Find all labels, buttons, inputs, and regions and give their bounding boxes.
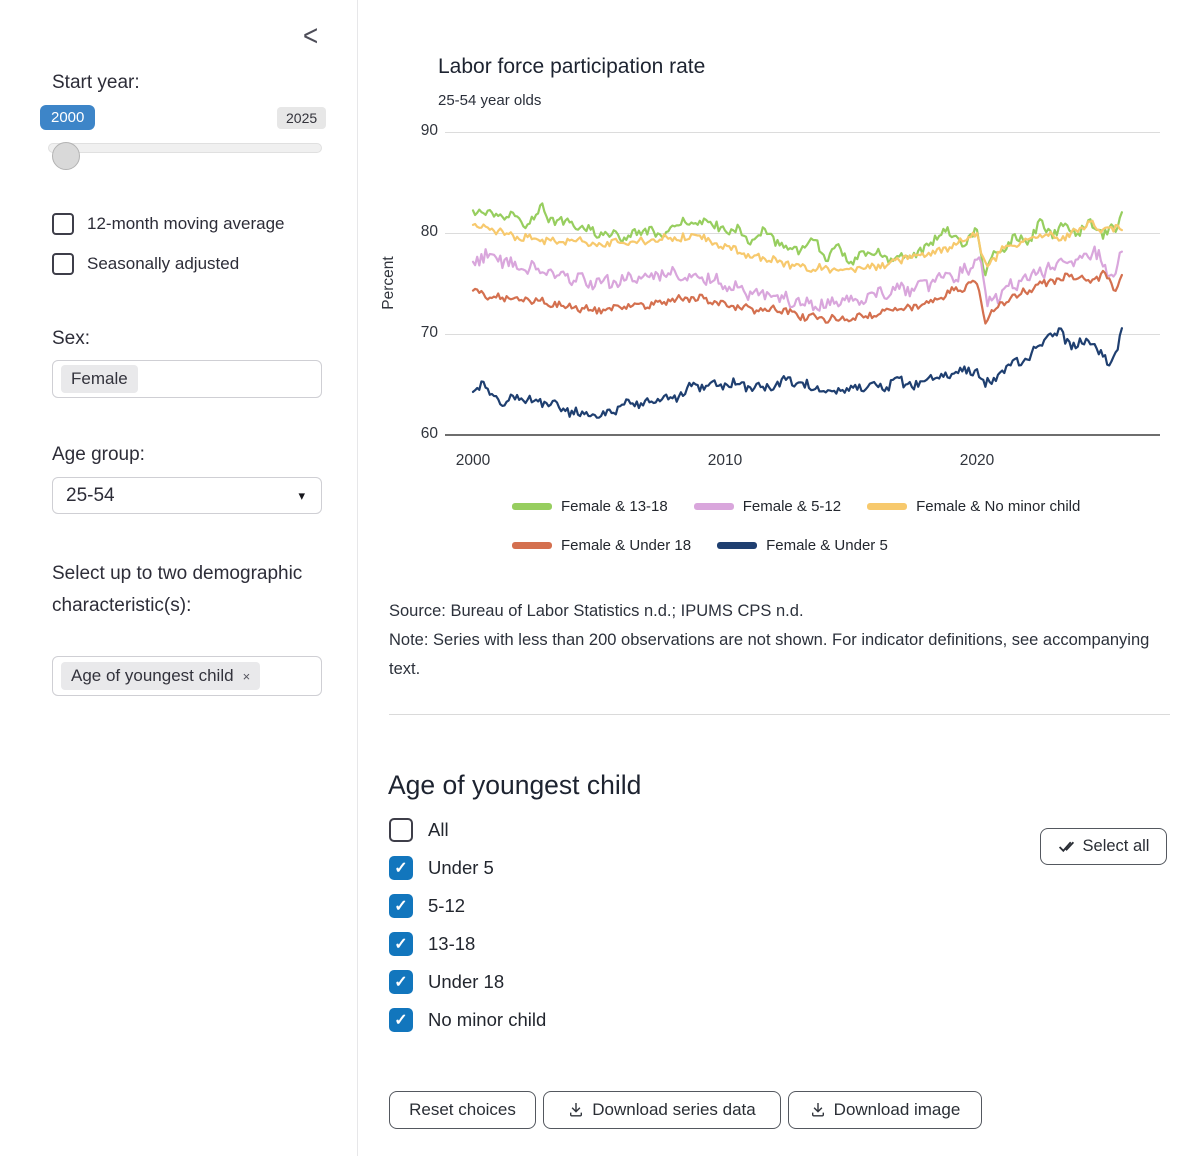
- legend-swatch-under-5: [717, 542, 758, 549]
- demographics-selected-tag: Age of youngest child ×: [61, 662, 261, 690]
- gridline-90: [445, 132, 1160, 133]
- moving-average-checkbox[interactable]: [52, 213, 74, 235]
- series-line-3: [471, 269, 1124, 325]
- download-icon: [811, 1103, 824, 1117]
- ytick-70: 70: [420, 324, 438, 341]
- demographics-label: Select up to two demographic characteris…: [52, 563, 303, 616]
- chart-note: Note: Series with less than 200 observat…: [389, 631, 1150, 678]
- ytick-90: 90: [420, 122, 438, 139]
- download-series-data-button[interactable]: Download series data: [543, 1091, 781, 1129]
- option-checkbox-no-minor-child[interactable]: ✓: [389, 1008, 413, 1032]
- option-checkbox-5-12[interactable]: ✓: [389, 894, 413, 918]
- remove-tag-icon[interactable]: ×: [242, 668, 251, 684]
- legend-swatch-no-minor-child: [867, 503, 908, 510]
- option-label: 5-12: [428, 895, 466, 916]
- demographics-tag-text: Age of youngest child: [71, 666, 234, 685]
- option-label: No minor child: [428, 1009, 547, 1030]
- slider-min-badge: 2000: [40, 105, 96, 130]
- sidebar-divider: [357, 0, 358, 1156]
- sex-label: Sex:: [52, 328, 91, 349]
- gridline-80: [445, 233, 1160, 234]
- ytick-80: 80: [420, 223, 438, 240]
- option-checkbox-under-5[interactable]: ✓: [389, 856, 413, 880]
- option-row-under-18[interactable]: ✓ Under 18: [389, 970, 504, 994]
- option-checkbox-13-18[interactable]: ✓: [389, 932, 413, 956]
- legend-label: Female & Under 5: [766, 537, 888, 554]
- legend-label: Female & No minor child: [916, 498, 1081, 515]
- option-row-all[interactable]: All: [389, 818, 449, 842]
- download-series-data-label: Download series data: [592, 1100, 756, 1119]
- gridline-70: [445, 334, 1160, 335]
- seasonally-adjusted-label: Seasonally adjusted: [87, 254, 240, 273]
- slider-max-badge: 2025: [277, 107, 327, 129]
- option-row-under-5[interactable]: ✓ Under 5: [389, 856, 494, 880]
- chart-title: Labor force participation rate: [438, 55, 706, 78]
- options-panel-title: Age of youngest child: [388, 770, 642, 800]
- start-year-slider-track[interactable]: [48, 143, 322, 153]
- option-label: 13-18: [428, 933, 476, 954]
- chart-legend-row-2: Female & Under 18 Female & Under 5: [512, 537, 888, 554]
- ytick-60: 60: [420, 425, 438, 442]
- option-row-13-18[interactable]: ✓ 13-18: [389, 932, 475, 956]
- xtick-2010: 2010: [707, 452, 743, 469]
- moving-average-label: 12-month moving average: [87, 214, 285, 233]
- option-row-5-12[interactable]: ✓ 5-12: [389, 894, 465, 918]
- option-checkbox-all[interactable]: [389, 818, 413, 842]
- series-line-2: [471, 219, 1124, 274]
- legend-label: Female & 13-18: [561, 498, 668, 515]
- chart-source: Source: Bureau of Labor Statistics n.d.;…: [389, 602, 804, 620]
- start-year-label: Start year:: [52, 72, 140, 93]
- select-all-label: Select all: [1082, 837, 1150, 855]
- option-row-no-minor-child[interactable]: ✓ No minor child: [389, 1008, 546, 1032]
- legend-item: Female & Under 5: [717, 537, 888, 554]
- reset-choices-button[interactable]: Reset choices: [389, 1091, 536, 1129]
- download-image-button[interactable]: Download image: [788, 1091, 982, 1129]
- sex-selected-tag: Female: [61, 365, 138, 393]
- section-divider: [389, 714, 1170, 715]
- legend-swatch-under-18: [512, 542, 552, 549]
- age-group-value: 25-54: [66, 484, 115, 506]
- series-line-4: [471, 327, 1124, 419]
- legend-item: Female & 5-12: [693, 498, 842, 515]
- seasonally-adjusted-checkbox[interactable]: [52, 253, 74, 275]
- moving-average-checkbox-row[interactable]: 12-month moving average: [52, 213, 285, 235]
- chevron-down-icon: ▾: [298, 487, 305, 503]
- option-label: Under 5: [428, 857, 494, 878]
- download-icon: [570, 1103, 583, 1117]
- download-image-label: Download image: [833, 1100, 961, 1119]
- legend-label: Female & Under 18: [561, 537, 692, 554]
- double-check-icon: [1058, 841, 1074, 853]
- age-group-select[interactable]: 25-54 ▾: [52, 477, 322, 514]
- legend-item: Female & 13-18: [512, 498, 668, 515]
- legend-label: Female & 5-12: [742, 498, 842, 515]
- sex-input[interactable]: Female: [52, 360, 322, 398]
- legend-item: Female & No minor child: [867, 498, 1080, 515]
- series-line-1: [471, 245, 1124, 312]
- option-label: Under 18: [428, 971, 505, 992]
- sidebar-collapse-icon[interactable]: <: [303, 17, 319, 53]
- chart-plot: [471, 202, 1124, 419]
- reset-choices-label: Reset choices: [409, 1100, 516, 1119]
- x-axis-line: [445, 434, 1160, 436]
- legend-swatch-5-12: [693, 503, 734, 510]
- seasonally-adjusted-checkbox-row[interactable]: Seasonally adjusted: [52, 253, 239, 275]
- chart-legend-row-1: Female & 13-18 Female & 5-12 Female & No…: [512, 498, 1080, 515]
- chart-subtitle: 25-54 year olds: [438, 92, 542, 109]
- select-all-button[interactable]: Select all: [1040, 828, 1167, 865]
- option-checkbox-under-18[interactable]: ✓: [389, 970, 413, 994]
- y-axis-label: Percent: [380, 256, 397, 310]
- start-year-slider-thumb[interactable]: [52, 142, 80, 170]
- xtick-2000: 2000: [455, 452, 491, 469]
- xtick-2020: 2020: [959, 452, 995, 469]
- demographics-input[interactable]: Age of youngest child ×: [52, 656, 322, 696]
- legend-swatch-13-18: [512, 503, 552, 510]
- series-line-0: [471, 202, 1124, 277]
- age-group-label: Age group:: [52, 444, 145, 465]
- legend-item: Female & Under 18: [512, 537, 691, 554]
- option-label: All: [428, 819, 449, 840]
